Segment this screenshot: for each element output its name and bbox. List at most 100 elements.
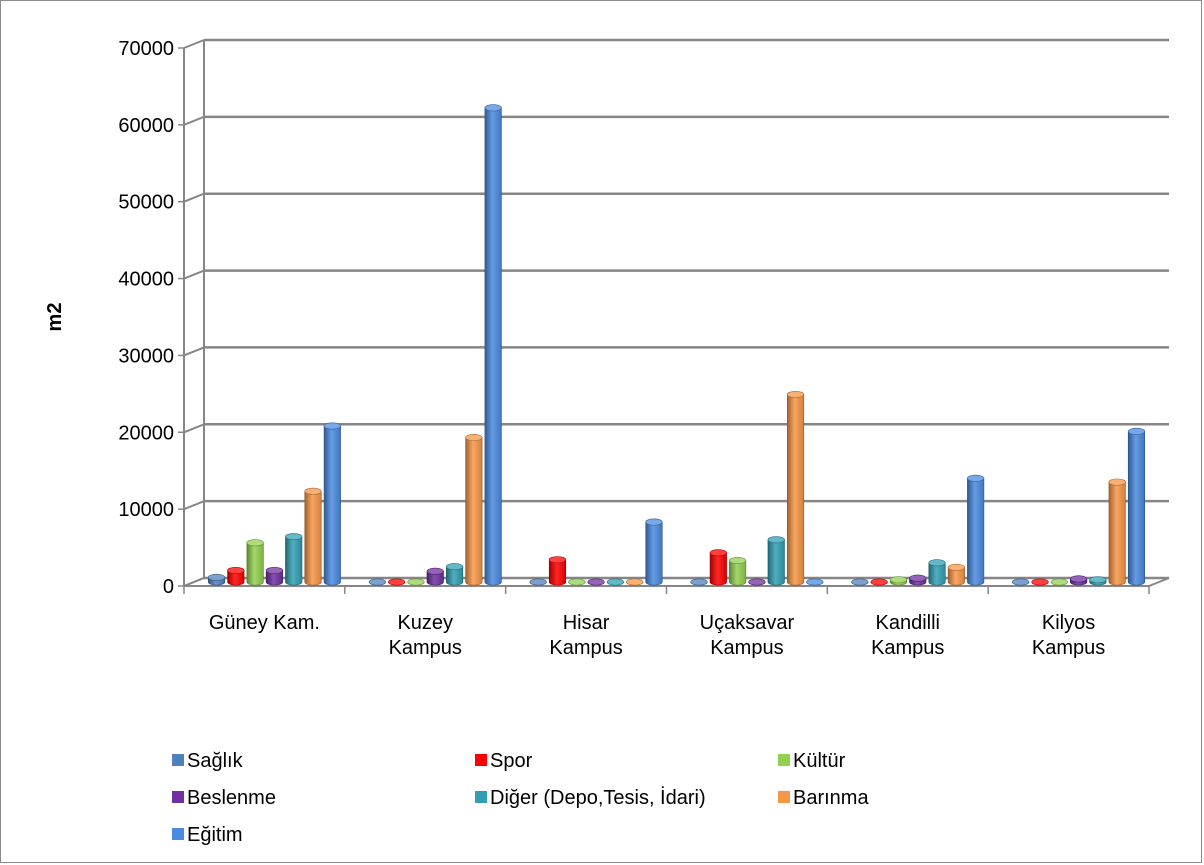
x-tick-label: Uçaksavar Kampus	[700, 612, 795, 659]
bar-top	[626, 578, 644, 586]
bar	[748, 578, 766, 586]
bar-top	[465, 434, 483, 442]
bar	[426, 567, 444, 586]
bar-body	[786, 394, 805, 586]
legend-label: Spor	[490, 750, 533, 772]
y-tick-label: 50000	[118, 192, 174, 214]
bar	[207, 573, 226, 586]
bar	[1012, 578, 1030, 586]
bar-top	[368, 578, 386, 586]
bar-top	[606, 578, 624, 586]
bar-body	[767, 539, 785, 586]
legend-item: Spor	[475, 750, 533, 772]
bar-body	[1127, 431, 1146, 586]
bar-top	[246, 539, 264, 547]
bar-body	[304, 491, 322, 586]
bar	[1050, 578, 1068, 586]
gridline-side	[183, 346, 205, 357]
bar	[445, 563, 464, 586]
bar-top	[729, 556, 747, 564]
bar	[465, 434, 483, 586]
bar-top	[407, 578, 425, 586]
legend-label: Kültür	[793, 750, 846, 772]
y-tick-label: 20000	[118, 422, 174, 444]
bar	[967, 474, 985, 586]
bar-top	[388, 578, 406, 586]
bar-top	[529, 578, 547, 586]
bar	[529, 578, 547, 586]
gridline-side	[183, 423, 205, 434]
bar-top	[806, 578, 824, 586]
bar-top	[786, 390, 805, 398]
bar-body	[285, 536, 303, 586]
legend-label: Eğitim	[187, 824, 243, 846]
bar-body	[548, 559, 567, 586]
bar-top	[484, 104, 502, 112]
bar	[285, 533, 303, 586]
gridline-side	[183, 39, 205, 49]
legend-item: Beslenme	[172, 787, 276, 809]
y-tick-label: 60000	[118, 115, 174, 137]
bar-top	[1108, 478, 1126, 486]
bar-top	[1031, 578, 1049, 586]
bar-top	[690, 578, 708, 586]
bar-top	[426, 567, 444, 575]
bar	[645, 518, 663, 586]
bar	[1108, 478, 1126, 586]
bar-top	[889, 576, 908, 584]
bar-top	[207, 573, 226, 581]
bar	[323, 422, 341, 586]
bar	[246, 539, 264, 586]
bar	[407, 578, 425, 586]
bar-top	[870, 578, 888, 586]
bar	[947, 563, 965, 586]
bar	[889, 576, 908, 586]
bar-body	[265, 570, 283, 586]
bar-top	[227, 566, 245, 574]
bar-top	[587, 578, 605, 586]
bar-body	[947, 567, 965, 586]
gridline-side	[183, 269, 205, 280]
legend-label: Barınma	[793, 787, 869, 809]
bar-body	[729, 560, 747, 586]
bar	[729, 556, 747, 586]
x-tick-label: Kuzey Kampus	[389, 612, 462, 659]
legend: Sağlık Spor Kültür Beslenme Diğer (Depo,Tesi…	[172, 750, 869, 846]
bar-body	[227, 570, 245, 586]
bar	[484, 104, 502, 586]
bar-top	[1070, 575, 1088, 583]
y-tick-label: 40000	[118, 269, 174, 291]
bar-body	[709, 552, 727, 586]
legend-swatch	[172, 828, 184, 840]
labels: 0 10000 20000 30000 40000 50000 60000 70000 Güne…	[44, 38, 1105, 659]
legend-swatch	[172, 754, 184, 766]
bar-top	[851, 578, 869, 586]
x-tick-label: Güney Kam.	[209, 612, 320, 634]
bar	[626, 578, 644, 586]
bar	[870, 578, 888, 586]
bar-top	[709, 549, 727, 557]
bar-top	[928, 559, 946, 567]
legend-swatch	[778, 754, 790, 766]
bar-top	[285, 533, 303, 541]
bar	[568, 578, 586, 586]
legend-swatch	[475, 791, 487, 803]
bar-top	[568, 578, 586, 586]
bar-top	[445, 563, 464, 571]
legend-label: Beslenme	[187, 787, 276, 809]
bar	[368, 578, 386, 586]
bar-top	[304, 487, 322, 495]
bar	[909, 574, 927, 586]
bar	[265, 566, 283, 586]
legend-label: Sağlık	[187, 750, 244, 772]
bar-body	[484, 107, 502, 586]
bar-body	[446, 566, 464, 586]
bar-top	[548, 556, 567, 564]
legend-item: Diğer (Depo,Tesis, İdari)	[475, 786, 706, 809]
y-tick-label: 70000	[118, 38, 174, 60]
bar-body	[465, 437, 483, 586]
x-tick-label: Hisar Kampus	[549, 612, 622, 659]
bar	[587, 578, 605, 586]
bar-top	[1050, 578, 1068, 586]
